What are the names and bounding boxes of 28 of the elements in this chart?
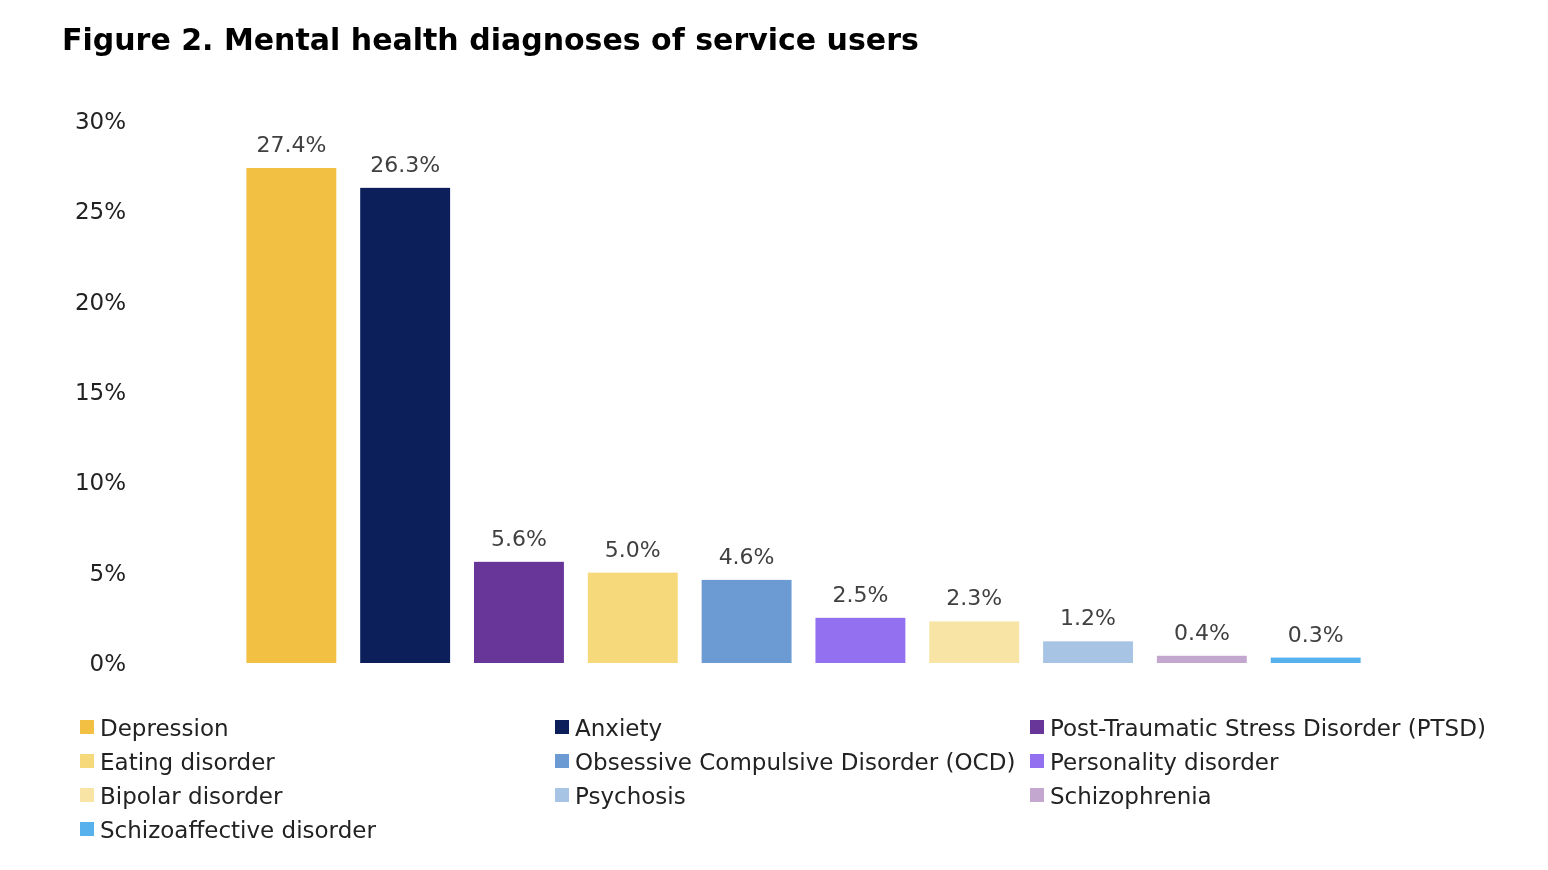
y-tick-label: 20%	[74, 288, 126, 315]
legend-label: Personality disorder	[1050, 749, 1279, 775]
y-tick-label: 25%	[74, 198, 126, 225]
legend-label: Obsessive Compulsive Disorder (OCD)	[575, 749, 1016, 775]
data-label: 2.5%	[832, 581, 889, 607]
legend-label: Bipolar disorder	[100, 783, 283, 809]
data-label: 27.4%	[256, 131, 327, 157]
data-label: 0.3%	[1287, 621, 1344, 647]
legend-label: Depression	[100, 715, 229, 741]
legend-label: Psychosis	[575, 783, 686, 809]
legend-label: Post-Traumatic Stress Disorder (PTSD)	[1050, 715, 1486, 741]
data-label: 5.6%	[491, 525, 547, 551]
legend-label: Schizophrenia	[1050, 783, 1212, 809]
data-label: 5.0%	[604, 536, 661, 562]
data-label: 26.3%	[370, 151, 441, 177]
legend-label: Eating disorder	[100, 749, 276, 775]
legend-label: Schizoaffective disorder	[100, 817, 377, 843]
data-label: 4.6%	[718, 543, 775, 569]
chart-title: Figure 2. Mental health diagnoses of service users	[62, 22, 919, 57]
y-tick-label: 30%	[74, 107, 126, 134]
y-tick-label: 5%	[89, 559, 126, 586]
y-tick-label: 0%	[89, 649, 126, 676]
y-tick-label: 10%	[74, 469, 126, 496]
data-label: 1.2%	[1060, 605, 1116, 631]
data-label: 2.3%	[946, 585, 1003, 611]
legend-label: Anxiety	[575, 715, 663, 741]
data-label: 0.4%	[1173, 619, 1230, 645]
y-tick-label: 15%	[74, 378, 126, 405]
